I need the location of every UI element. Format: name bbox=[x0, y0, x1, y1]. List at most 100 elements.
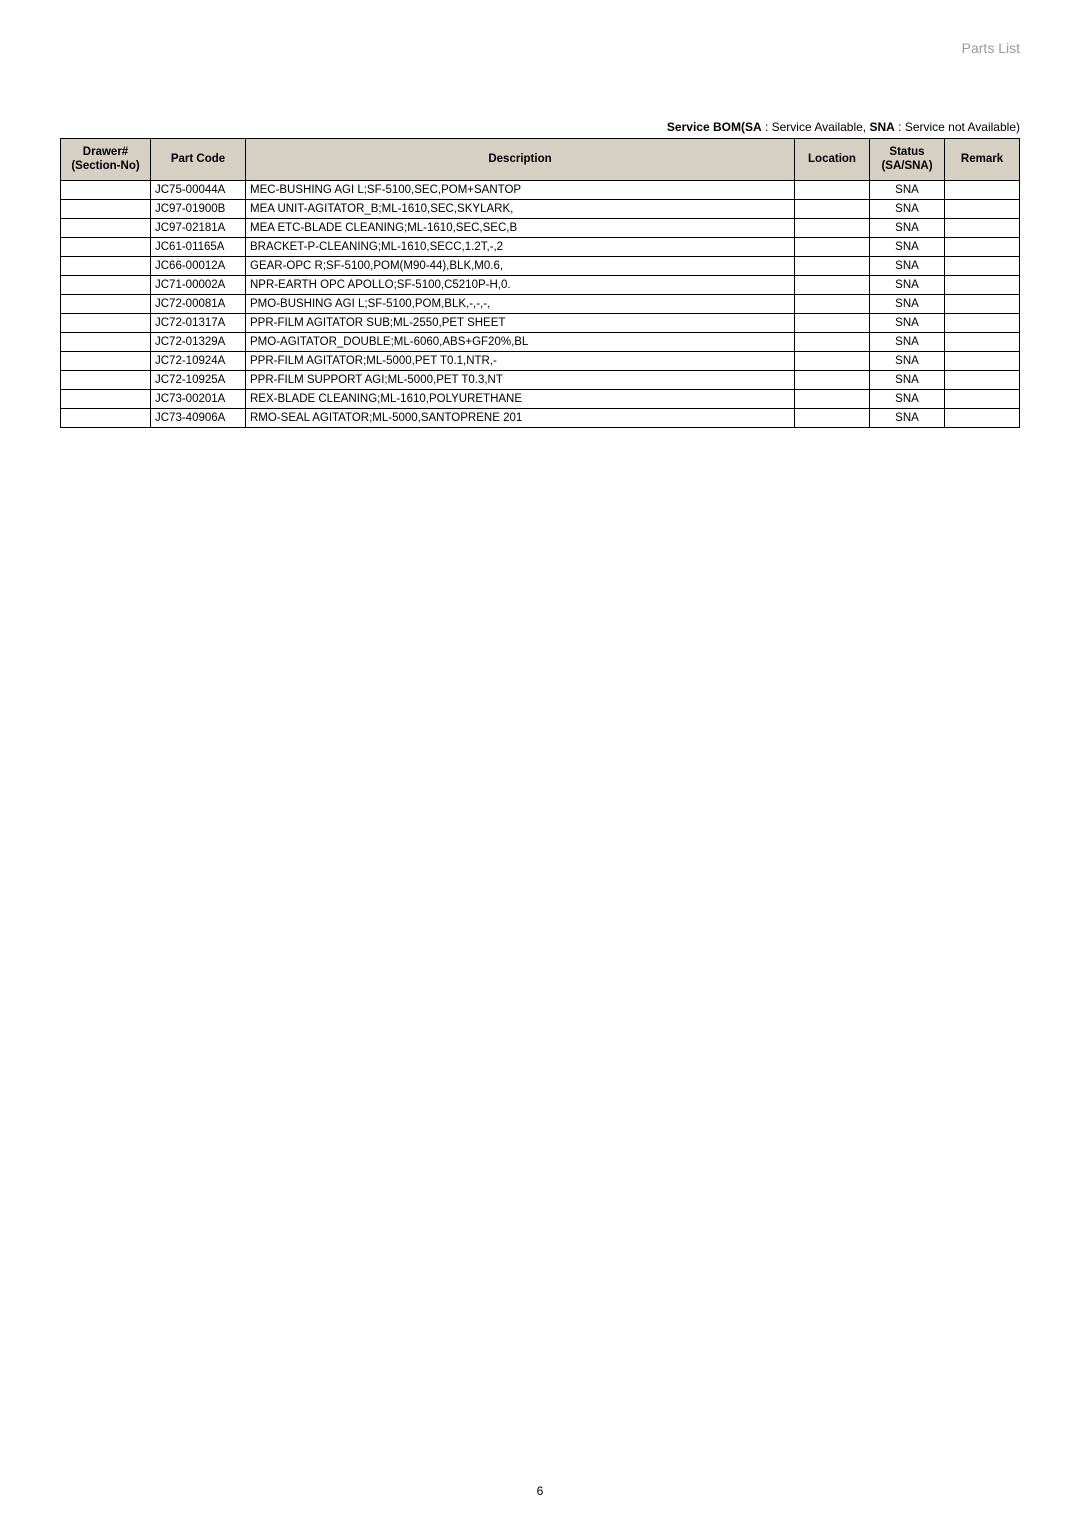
cell-remark bbox=[945, 408, 1020, 427]
col-status: Status(SA/SNA) bbox=[870, 139, 945, 181]
col-desc: Description bbox=[246, 139, 795, 181]
cell-status: SNA bbox=[870, 275, 945, 294]
cell-loc bbox=[795, 332, 870, 351]
parts-table-body: JC75-00044AMEC-BUSHING AGI L;SF-5100,SEC… bbox=[61, 180, 1020, 427]
cell-remark bbox=[945, 294, 1020, 313]
cell-drawer bbox=[61, 218, 151, 237]
caption-bold-prefix: Service BOM(SA bbox=[667, 120, 762, 134]
cell-part: JC72-01329A bbox=[151, 332, 246, 351]
cell-loc bbox=[795, 294, 870, 313]
cell-drawer bbox=[61, 370, 151, 389]
cell-desc: BRACKET-P-CLEANING;ML-1610,SECC,1.2T,-,2 bbox=[246, 237, 795, 256]
table-row: JC97-01900BMEA UNIT-AGITATOR_B;ML-1610,S… bbox=[61, 199, 1020, 218]
table-row: JC73-40906ARMO-SEAL AGITATOR;ML-5000,SAN… bbox=[61, 408, 1020, 427]
cell-status: SNA bbox=[870, 332, 945, 351]
cell-desc: MEC-BUSHING AGI L;SF-5100,SEC,POM+SANTOP bbox=[246, 180, 795, 199]
cell-loc bbox=[795, 313, 870, 332]
cell-part: JC72-10924A bbox=[151, 351, 246, 370]
cell-drawer bbox=[61, 275, 151, 294]
col-part: Part Code bbox=[151, 139, 246, 181]
caption-sna: SNA bbox=[869, 120, 894, 134]
cell-drawer bbox=[61, 408, 151, 427]
cell-remark bbox=[945, 313, 1020, 332]
caption-mid: : Service Available, bbox=[762, 120, 870, 134]
cell-drawer bbox=[61, 389, 151, 408]
cell-part: JC73-40906A bbox=[151, 408, 246, 427]
cell-loc bbox=[795, 389, 870, 408]
table-row: JC73-00201AREX-BLADE CLEANING;ML-1610,PO… bbox=[61, 389, 1020, 408]
service-bom-caption: Service BOM(SA : Service Available, SNA … bbox=[60, 120, 1020, 134]
parts-table-head: Drawer#(Section-No) Part Code Descriptio… bbox=[61, 139, 1020, 181]
cell-part: JC72-01317A bbox=[151, 313, 246, 332]
cell-status: SNA bbox=[870, 351, 945, 370]
cell-loc bbox=[795, 256, 870, 275]
cell-remark bbox=[945, 370, 1020, 389]
cell-status: SNA bbox=[870, 256, 945, 275]
cell-part: JC61-01165A bbox=[151, 237, 246, 256]
table-row: JC71-00002ANPR-EARTH OPC APOLLO;SF-5100,… bbox=[61, 275, 1020, 294]
table-row: JC66-00012AGEAR-OPC R;SF-5100,POM(M90-44… bbox=[61, 256, 1020, 275]
cell-remark bbox=[945, 199, 1020, 218]
caption-suffix: : Service not Available) bbox=[895, 120, 1020, 134]
cell-remark bbox=[945, 180, 1020, 199]
cell-drawer bbox=[61, 199, 151, 218]
cell-drawer bbox=[61, 237, 151, 256]
cell-loc bbox=[795, 180, 870, 199]
cell-loc bbox=[795, 275, 870, 294]
cell-remark bbox=[945, 218, 1020, 237]
table-row: JC72-01317APPR-FILM AGITATOR SUB;ML-2550… bbox=[61, 313, 1020, 332]
cell-status: SNA bbox=[870, 313, 945, 332]
table-row: JC97-02181AMEA ETC-BLADE CLEANING;ML-161… bbox=[61, 218, 1020, 237]
cell-remark bbox=[945, 389, 1020, 408]
col-remark: Remark bbox=[945, 139, 1020, 181]
cell-desc: PPR-FILM AGITATOR SUB;ML-2550,PET SHEET bbox=[246, 313, 795, 332]
cell-drawer bbox=[61, 313, 151, 332]
table-row: JC61-01165ABRACKET-P-CLEANING;ML-1610,SE… bbox=[61, 237, 1020, 256]
table-row: JC72-10924APPR-FILM AGITATOR;ML-5000,PET… bbox=[61, 351, 1020, 370]
table-row: JC75-00044AMEC-BUSHING AGI L;SF-5100,SEC… bbox=[61, 180, 1020, 199]
cell-remark bbox=[945, 332, 1020, 351]
cell-remark bbox=[945, 256, 1020, 275]
cell-remark bbox=[945, 351, 1020, 370]
cell-status: SNA bbox=[870, 237, 945, 256]
cell-desc: REX-BLADE CLEANING;ML-1610,POLYURETHANE bbox=[246, 389, 795, 408]
cell-desc: MEA UNIT-AGITATOR_B;ML-1610,SEC,SKYLARK, bbox=[246, 199, 795, 218]
table-row: JC72-00081APMO-BUSHING AGI L;SF-5100,POM… bbox=[61, 294, 1020, 313]
cell-status: SNA bbox=[870, 370, 945, 389]
page-title: Parts List bbox=[962, 40, 1020, 56]
cell-part: JC72-10925A bbox=[151, 370, 246, 389]
cell-part: JC97-02181A bbox=[151, 218, 246, 237]
parts-table: Drawer#(Section-No) Part Code Descriptio… bbox=[60, 138, 1020, 428]
cell-part: JC97-01900B bbox=[151, 199, 246, 218]
col-drawer: Drawer#(Section-No) bbox=[61, 139, 151, 181]
cell-status: SNA bbox=[870, 180, 945, 199]
cell-part: JC71-00002A bbox=[151, 275, 246, 294]
page: Parts List Service BOM(SA : Service Avai… bbox=[0, 0, 1080, 1528]
cell-desc: GEAR-OPC R;SF-5100,POM(M90-44),BLK,M0.6, bbox=[246, 256, 795, 275]
cell-status: SNA bbox=[870, 199, 945, 218]
col-loc: Location bbox=[795, 139, 870, 181]
cell-status: SNA bbox=[870, 408, 945, 427]
cell-drawer bbox=[61, 180, 151, 199]
cell-loc bbox=[795, 408, 870, 427]
cell-desc: PMO-AGITATOR_DOUBLE;ML-6060,ABS+GF20%,BL bbox=[246, 332, 795, 351]
cell-desc: RMO-SEAL AGITATOR;ML-5000,SANTOPRENE 201 bbox=[246, 408, 795, 427]
cell-desc: NPR-EARTH OPC APOLLO;SF-5100,C5210P-H,0. bbox=[246, 275, 795, 294]
cell-desc: PPR-FILM SUPPORT AGI;ML-5000,PET T0.3,NT bbox=[246, 370, 795, 389]
page-number: 6 bbox=[0, 1484, 1080, 1498]
cell-loc bbox=[795, 237, 870, 256]
cell-status: SNA bbox=[870, 389, 945, 408]
cell-status: SNA bbox=[870, 294, 945, 313]
cell-desc: PMO-BUSHING AGI L;SF-5100,POM,BLK,-,-,-, bbox=[246, 294, 795, 313]
cell-remark bbox=[945, 237, 1020, 256]
header-row: Drawer#(Section-No) Part Code Descriptio… bbox=[61, 139, 1020, 181]
cell-loc bbox=[795, 370, 870, 389]
cell-drawer bbox=[61, 256, 151, 275]
cell-remark bbox=[945, 275, 1020, 294]
table-row: JC72-01329APMO-AGITATOR_DOUBLE;ML-6060,A… bbox=[61, 332, 1020, 351]
cell-part: JC66-00012A bbox=[151, 256, 246, 275]
cell-loc bbox=[795, 351, 870, 370]
cell-part: JC73-00201A bbox=[151, 389, 246, 408]
cell-drawer bbox=[61, 332, 151, 351]
cell-drawer bbox=[61, 351, 151, 370]
